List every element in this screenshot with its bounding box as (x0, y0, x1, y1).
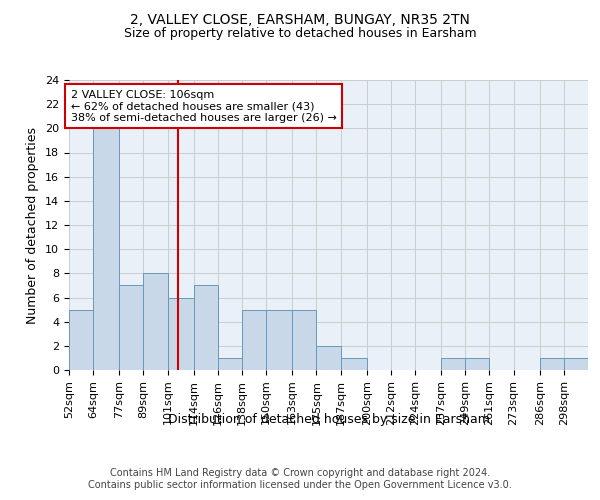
Bar (218, 358, 242, 370)
Bar (441, 358, 465, 370)
Bar (242, 310, 266, 370)
Bar (143, 274, 167, 370)
Y-axis label: Number of detached properties: Number of detached properties (26, 126, 40, 324)
Bar (266, 310, 292, 370)
Bar (194, 286, 218, 370)
Text: 2, VALLEY CLOSE, EARSHAM, BUNGAY, NR35 2TN: 2, VALLEY CLOSE, EARSHAM, BUNGAY, NR35 2… (130, 12, 470, 26)
Bar (341, 358, 367, 370)
Bar (465, 358, 490, 370)
Bar (119, 286, 143, 370)
Text: Size of property relative to detached houses in Earsham: Size of property relative to detached ho… (124, 28, 476, 40)
Bar (564, 358, 588, 370)
Bar (69, 310, 93, 370)
Bar (93, 128, 119, 370)
Text: Contains HM Land Registry data © Crown copyright and database right 2024.: Contains HM Land Registry data © Crown c… (110, 468, 490, 477)
Text: Distribution of detached houses by size in Earsham: Distribution of detached houses by size … (168, 412, 490, 426)
Text: 2 VALLEY CLOSE: 106sqm
← 62% of detached houses are smaller (43)
38% of semi-det: 2 VALLEY CLOSE: 106sqm ← 62% of detached… (71, 90, 337, 123)
Bar (540, 358, 564, 370)
Text: Contains public sector information licensed under the Open Government Licence v3: Contains public sector information licen… (88, 480, 512, 490)
Bar (316, 346, 341, 370)
Bar (167, 298, 194, 370)
Bar (292, 310, 316, 370)
